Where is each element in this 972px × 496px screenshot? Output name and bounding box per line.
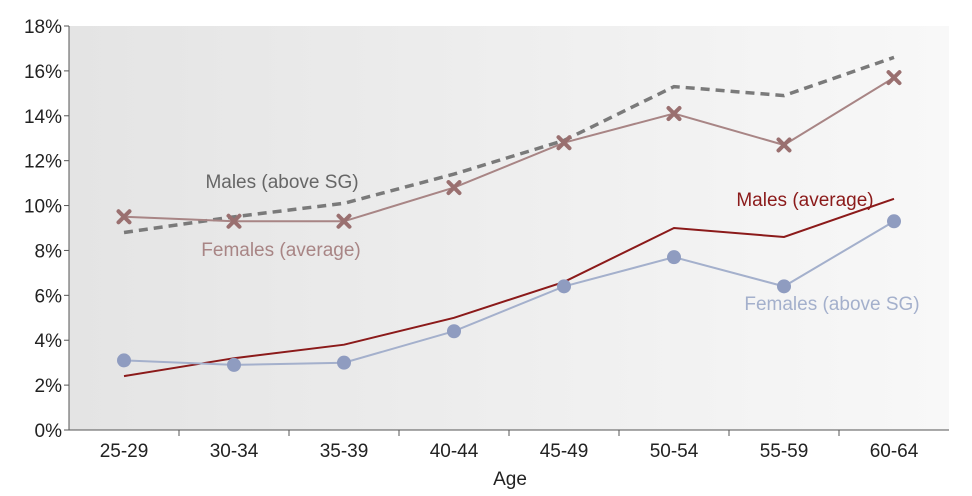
data-point-x-marker — [446, 180, 462, 196]
y-tick-label: 16% — [24, 62, 62, 83]
x-tick-label: 25-29 — [100, 441, 149, 462]
y-tick-label: 10% — [24, 197, 62, 218]
y-tick-label: 6% — [35, 286, 63, 307]
data-point-circle — [117, 353, 131, 368]
x-tick-label: 55-59 — [760, 441, 809, 462]
series-labels: Males (above SG) Females (average) Males (… — [201, 172, 919, 315]
x-tick-label: 60-64 — [870, 441, 919, 462]
series-line-females-above-sg — [123, 220, 895, 366]
data-point-circle — [777, 279, 791, 294]
data-point-x-marker — [666, 106, 682, 122]
axes: 0% 2% 4% 6% 8% 10% 12% 14% 16% 18% 25-29 30-34 35-39… — [24, 17, 949, 462]
data-point-x-marker — [226, 213, 242, 229]
x-tick-label: 50-54 — [650, 441, 699, 462]
y-tick-label: 0% — [35, 421, 63, 442]
series-line-females-average — [123, 76, 895, 223]
y-tick-label: 14% — [24, 107, 62, 128]
y-tick-label: 8% — [35, 241, 63, 262]
x-tick-label: 40-44 — [430, 441, 479, 462]
x-axis-title: Age — [493, 469, 527, 490]
data-point-x-marker — [776, 137, 792, 153]
data-point-circle — [447, 324, 461, 339]
series-line-males-above-sg — [123, 55, 895, 235]
data-point-circle — [227, 357, 241, 372]
y-tick-label: 2% — [35, 376, 63, 397]
series-label-females-above-sg: Females (above SG) — [744, 294, 919, 315]
x-tick-label: 35-39 — [320, 441, 369, 462]
data-point-circle — [337, 355, 351, 370]
series-label-females-average: Females (average) — [201, 240, 360, 261]
series-lines — [123, 55, 895, 378]
y-tick-label: 4% — [35, 331, 63, 352]
series-line-males-average — [123, 197, 895, 378]
data-point-x-marker — [886, 70, 902, 86]
y-tick-label: 12% — [24, 152, 62, 173]
data-point-circle — [557, 279, 571, 294]
x-tick-label: 45-49 — [540, 441, 589, 462]
data-point-x-marker — [116, 209, 132, 225]
data-point-x-marker — [336, 213, 352, 229]
data-point-circle — [667, 250, 681, 265]
data-point-x-marker — [556, 135, 572, 151]
y-tick-label: 18% — [24, 17, 62, 38]
series-label-males-average: Males (average) — [736, 190, 873, 211]
series-label-males-above-sg: Males (above SG) — [205, 172, 358, 193]
x-tick-label: 30-34 — [210, 441, 259, 462]
plot-background — [69, 26, 949, 430]
data-point-circle — [887, 214, 901, 229]
series-markers — [116, 70, 902, 372]
